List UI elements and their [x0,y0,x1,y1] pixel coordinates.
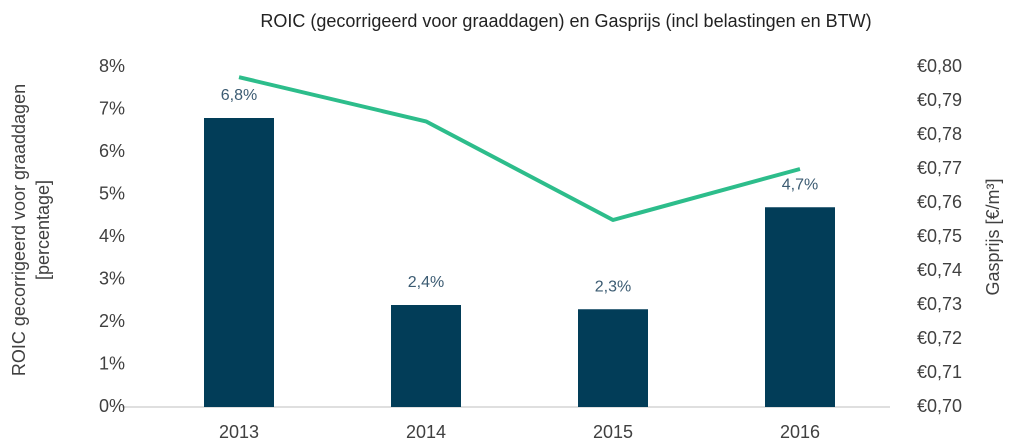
y2-tick-label: €0,70 [917,396,962,416]
y-tick-label: 8% [99,56,125,76]
y2-tick-label: €0,72 [917,328,962,348]
bar [578,309,648,407]
chart-title: ROIC (gecorrigeerd voor graaddagen) en G… [260,11,871,31]
y2-tick-label: €0,80 [917,56,962,76]
y2-tick-label: €0,79 [917,90,962,110]
x-tick-label: 2015 [593,422,633,442]
y-axis-label: [percentage] [33,180,53,280]
y-tick-label: 6% [99,141,125,161]
y2-tick-label: €0,71 [917,362,962,382]
x-tick-label: 2014 [406,422,446,442]
y2-tick-label: €0,78 [917,124,962,144]
data-label: 2,3% [595,278,631,295]
y2-tick-label: €0,73 [917,294,962,314]
y-axis-label: ROIC gecorrigeerd voor graaddagen [9,84,29,376]
y-tick-label: 7% [99,98,125,118]
x-tick-label: 2013 [219,422,259,442]
y-tick-label: 4% [99,226,125,246]
y2-tick-label: €0,74 [917,260,962,280]
x-tick-label: 2016 [780,422,820,442]
y2-tick-label: €0,76 [917,192,962,212]
y-tick-label: 3% [99,268,125,288]
y-tick-label: 5% [99,183,125,203]
bar [765,207,835,407]
data-label: 6,8% [221,87,257,104]
y-tick-label: 1% [99,353,125,373]
line [238,75,801,222]
y-tick-label: 0% [99,396,125,416]
data-label: 2,4% [408,274,444,291]
y2-tick-label: €0,77 [917,158,962,178]
y-tick-label: 2% [99,311,125,331]
y2-axis-label: Gasprijs [€/m³] [983,178,1003,295]
y2-tick-label: €0,75 [917,226,962,246]
bar [204,118,274,407]
data-label: 4,7% [782,176,818,193]
bar [391,305,461,407]
